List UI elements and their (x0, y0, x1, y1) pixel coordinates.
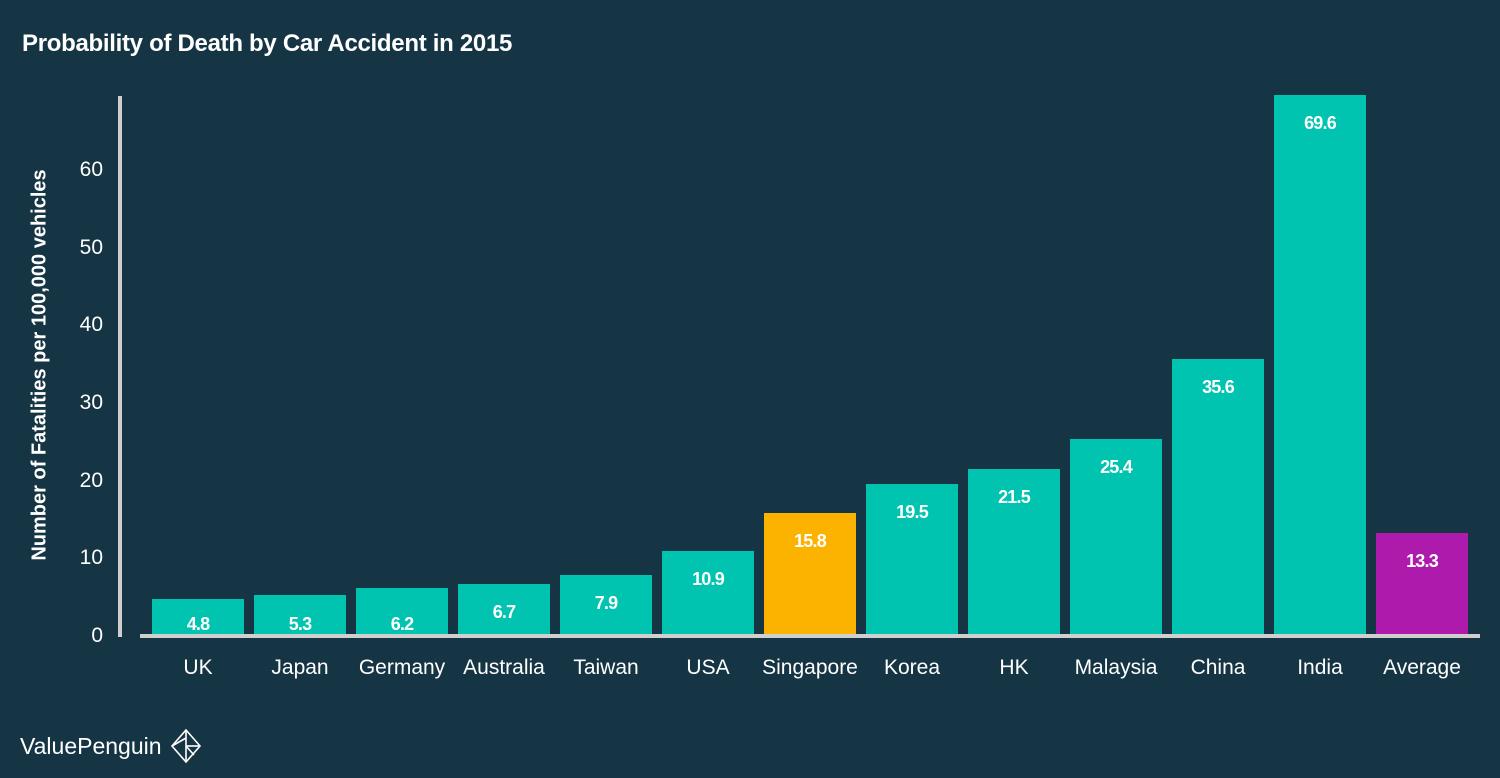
bar-korea: 19.5 (866, 484, 958, 636)
bar-value-label: 35.6 (1202, 377, 1235, 398)
chart-title: Probability of Death by Car Accident in … (22, 30, 513, 57)
y-tick-label: 30 (79, 390, 103, 414)
bar-hk: 21.5 (968, 468, 1060, 636)
bar-value-label: 6.2 (390, 613, 414, 634)
x-axis-line (140, 634, 1480, 638)
bar-value-label: 4.8 (186, 613, 210, 634)
x-tick-label: Malaysia (1074, 656, 1158, 679)
y-tick-label: 50 (79, 235, 103, 259)
brand-name: ValuePenguin (20, 732, 162, 759)
y-axis-label: Number of Fatalities per 100,000 vehicle… (28, 169, 51, 561)
bar-germany: 6.2 (356, 587, 448, 636)
bar-australia: 6.7 (458, 583, 550, 636)
bar-value-label: 5.3 (288, 613, 312, 634)
bar-china: 35.6 (1172, 359, 1264, 636)
y-axis-line (118, 96, 122, 637)
bar-uk: 4.8 (152, 598, 244, 636)
x-tick-label: India (1297, 656, 1343, 679)
bar-value-label: 21.5 (998, 486, 1031, 507)
brand-logo: ValuePenguin (20, 728, 204, 764)
x-tick-label: China (1190, 656, 1246, 679)
x-tick-label: USA (686, 656, 730, 679)
bar-value-label: 15.8 (794, 531, 827, 552)
bar-india: 69.6 (1274, 95, 1366, 636)
bar-value-label: 19.5 (896, 502, 929, 523)
bar-usa: 10.9 (662, 551, 754, 636)
bar-singapore: 15.8 (764, 513, 856, 636)
x-tick-label: Australia (463, 656, 545, 679)
bar-average: 13.3 (1376, 532, 1468, 636)
x-tick-label: UK (183, 656, 213, 679)
x-tick-label: Taiwan (573, 656, 639, 679)
bar-value-label: 13.3 (1406, 550, 1439, 571)
x-tick-label: Singapore (762, 656, 858, 679)
bar-value-label: 69.6 (1304, 113, 1337, 134)
bar-value-label: 6.7 (492, 601, 516, 622)
y-tick-label: 10 (79, 546, 103, 570)
y-tick-label: 0 (91, 624, 103, 647)
x-tick-label: HK (999, 656, 1029, 679)
x-tick-label: Korea (883, 656, 941, 679)
bar-value-label: 10.9 (692, 569, 725, 590)
y-tick-label: 40 (79, 313, 103, 337)
bar-japan: 5.3 (254, 594, 346, 636)
bar-taiwan: 7.9 (560, 574, 652, 636)
x-tick-label: Germany (358, 656, 446, 679)
y-tick-label: 20 (79, 468, 103, 492)
bar-malaysia: 25.4 (1070, 438, 1162, 636)
y-tick-label: 60 (79, 157, 103, 181)
x-tick-label: Average (1383, 656, 1461, 679)
x-tick-label: Japan (271, 656, 329, 679)
bar-value-label: 25.4 (1100, 456, 1133, 477)
valuepenguin-logo-icon (168, 728, 204, 764)
bar-value-label: 7.9 (594, 592, 618, 613)
